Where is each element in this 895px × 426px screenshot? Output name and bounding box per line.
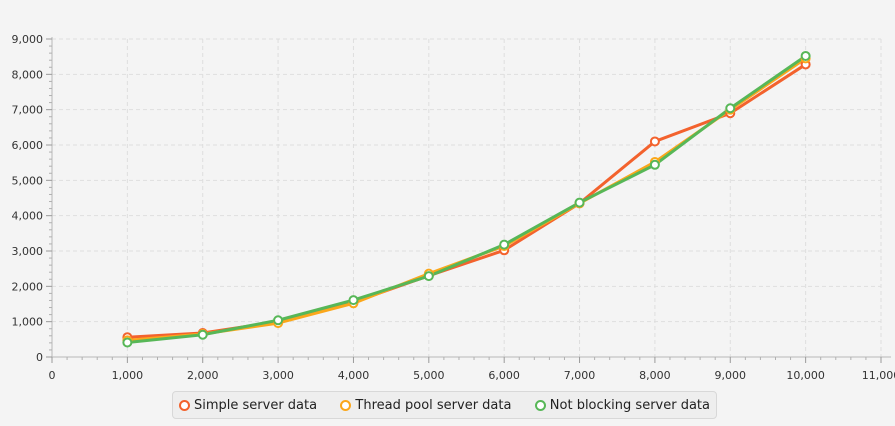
grid-lines: [52, 39, 881, 357]
series-2-point: [199, 331, 207, 339]
x-tick-label: 8,000: [639, 369, 671, 382]
x-tick-label: 2,000: [187, 369, 219, 382]
x-tick-label: 5,000: [413, 369, 445, 382]
series-2-point: [425, 272, 433, 280]
x-tick-label: 6,000: [488, 369, 520, 382]
x-tick-label: 11,000: [862, 369, 895, 382]
legend-label: Simple server data: [194, 398, 317, 413]
x-tick-label: 4,000: [338, 369, 370, 382]
series-2-point: [349, 296, 357, 304]
y-tick-label: 6,000: [12, 139, 44, 152]
x-tick-label: 0: [49, 369, 56, 382]
legend-item-1: Thread pool server data: [340, 398, 511, 413]
series-2-point: [651, 161, 659, 169]
series-line-1: [127, 58, 805, 340]
y-tick-label: 4,000: [12, 210, 44, 223]
y-tick-label: 2,000: [12, 280, 44, 293]
series-0-point: [651, 137, 659, 145]
series-2-point: [576, 199, 584, 207]
x-tick-label: 9,000: [715, 369, 747, 382]
legend-marker-icon: [340, 400, 351, 411]
legend-label: Thread pool server data: [355, 398, 511, 413]
y-tick-label: 7,000: [12, 104, 44, 117]
legend-label: Not blocking server data: [550, 398, 710, 413]
x-tick-label: 3,000: [262, 369, 294, 382]
y-tick-label: 3,000: [12, 245, 44, 258]
legend-marker-icon: [179, 400, 190, 411]
series-2-point: [274, 316, 282, 324]
legend-item-0: Simple server data: [179, 398, 317, 413]
series-line-2: [127, 56, 805, 343]
x-tick-label: 7,000: [564, 369, 596, 382]
series-line-0: [127, 64, 805, 337]
series-2-point: [500, 241, 508, 249]
y-tick-label: 5,000: [12, 174, 44, 187]
series-2-point: [123, 339, 131, 347]
x-tick-label: 10,000: [786, 369, 825, 382]
y-tick-label: 0: [36, 351, 43, 364]
y-tick-label: 8,000: [12, 68, 44, 81]
series-2-point: [802, 52, 810, 60]
chart-legend: Simple server data Thread pool server dat…: [172, 391, 717, 419]
legend-item-2: Not blocking server data: [535, 398, 710, 413]
x-tick-label: 1,000: [112, 369, 144, 382]
legend-marker-icon: [535, 400, 546, 411]
y-tick-label: 9,000: [12, 33, 44, 46]
y-tick-label: 1,000: [12, 316, 44, 329]
series-2-point: [726, 104, 734, 112]
series-lines: [123, 52, 809, 347]
